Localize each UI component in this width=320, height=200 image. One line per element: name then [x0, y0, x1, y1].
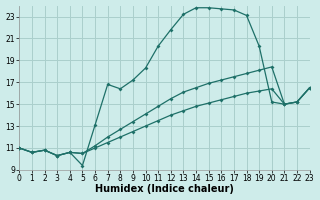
X-axis label: Humidex (Indice chaleur): Humidex (Indice chaleur) [95, 184, 234, 194]
